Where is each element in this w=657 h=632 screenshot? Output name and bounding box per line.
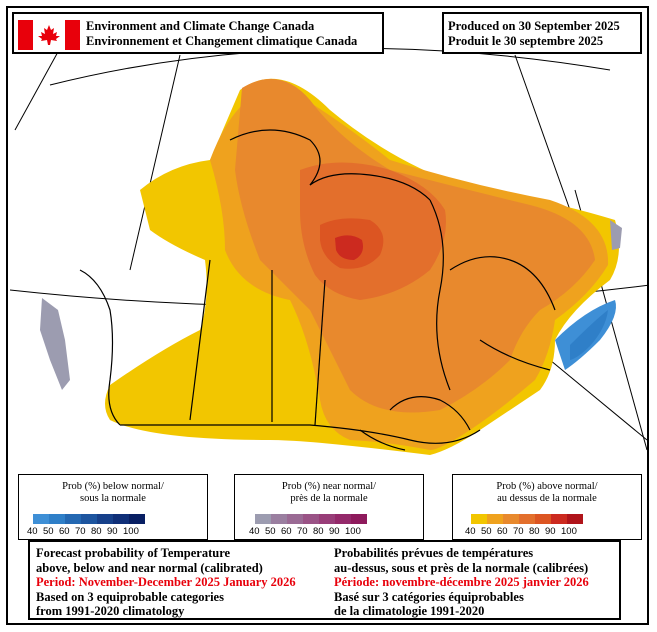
legend-tick-label: 40 bbox=[465, 526, 476, 537]
legend-near-title-en: Prob (%) near normal/ bbox=[281, 481, 377, 492]
legend-tick-label: 60 bbox=[497, 526, 508, 537]
legend-swatch bbox=[335, 514, 351, 524]
info-en-climatology: from 1991-2020 climatology bbox=[36, 604, 185, 618]
boundaries bbox=[79, 129, 556, 451]
info-fr-title: Probabilités prévues de températures bbox=[334, 546, 534, 560]
agency-name-en: Environment and Climate Change Canada bbox=[86, 19, 315, 33]
info-french: Probabilités prévues de températures au-… bbox=[334, 546, 589, 619]
legend-swatch bbox=[97, 514, 113, 524]
legend-tick-label: 50 bbox=[265, 526, 276, 537]
legend-swatch bbox=[65, 514, 81, 524]
legend-swatch bbox=[287, 514, 303, 524]
legend-below-ticks: 40 50 60 70 80 90 100 bbox=[27, 526, 139, 537]
legend-swatch bbox=[487, 514, 503, 524]
legend-swatch bbox=[471, 514, 487, 524]
legend-above-title-en: Prob (%) above normal/ bbox=[496, 481, 598, 492]
legend-tick-label: 70 bbox=[297, 526, 308, 537]
legend-tick-label: 80 bbox=[91, 526, 102, 537]
agency-header: Environment and Climate Change Canada En… bbox=[12, 12, 384, 54]
legend-above-swatches bbox=[471, 514, 583, 524]
produced-date-box: Produced on 30 September 2025 Produit le… bbox=[442, 12, 642, 54]
legend-swatch bbox=[535, 514, 551, 524]
agency-name-fr: Environnement et Changement climatique C… bbox=[86, 34, 358, 48]
legend-tick-label: 60 bbox=[59, 526, 70, 537]
info-fr-climatology: de la climatologie 1991-2020 bbox=[334, 604, 485, 618]
legend-below-title-fr: sous la normale bbox=[80, 493, 146, 504]
legend-above-normal: Prob (%) above normal/ au dessus de la n… bbox=[452, 474, 642, 540]
info-en-title: Forecast probability of Temperature bbox=[36, 546, 231, 560]
info-fr-period: Période: novembre-décembre 2025 janvier … bbox=[334, 575, 589, 589]
produced-date-en: Produced on 30 September 2025 bbox=[448, 19, 620, 33]
forecast-map bbox=[10, 29, 647, 455]
legend-tick-label: 90 bbox=[107, 526, 118, 537]
legend-below-swatches bbox=[33, 514, 145, 524]
legend-below-title-en: Prob (%) below normal/ bbox=[62, 481, 164, 492]
legend-tick-label: 40 bbox=[27, 526, 38, 537]
forecast-info-box: Forecast probability of Temperature abov… bbox=[28, 540, 621, 620]
legend-above-ticks: 40 50 60 70 80 90 100 bbox=[465, 526, 577, 537]
legend-tick-label: 50 bbox=[43, 526, 54, 537]
legend-near-normal: Prob (%) near normal/ près de la normale… bbox=[234, 474, 424, 540]
legend-tick-label: 90 bbox=[329, 526, 340, 537]
legend-tick-label: 40 bbox=[249, 526, 260, 537]
produced-date-fr: Produit le 30 septembre 2025 bbox=[448, 34, 604, 48]
legend-tick-label: 100 bbox=[123, 526, 139, 537]
legend-near-swatches bbox=[255, 514, 367, 524]
legend-near-title-fr: près de la normale bbox=[290, 493, 368, 504]
legend-swatch bbox=[551, 514, 567, 524]
legend-swatch bbox=[303, 514, 319, 524]
legend-swatch bbox=[351, 514, 367, 524]
canada-flag-icon bbox=[18, 20, 80, 50]
info-en-basis: Based on 3 equiprobable categories bbox=[36, 589, 224, 604]
info-en-subtitle: above, below and near normal (calibrated… bbox=[36, 560, 263, 575]
legend-swatch bbox=[129, 514, 145, 524]
info-en-period: Period: November-December 2025 January 2… bbox=[36, 575, 296, 589]
info-fr-basis: Basé sur 3 catégories équiprobables bbox=[334, 589, 524, 604]
legend-tick-label: 100 bbox=[561, 526, 577, 537]
legend-below-normal: Prob (%) below normal/ sous la normale 4… bbox=[18, 474, 208, 540]
info-fr-subtitle: au-dessus, sous et près de la normale (c… bbox=[334, 560, 589, 575]
region-below-50 bbox=[570, 310, 608, 360]
info-english: Forecast probability of Temperature abov… bbox=[36, 546, 296, 619]
legend-swatch bbox=[519, 514, 535, 524]
legend-tick-label: 80 bbox=[529, 526, 540, 537]
legend-swatch bbox=[503, 514, 519, 524]
region-near-40-east bbox=[610, 220, 622, 250]
region-near-40-west bbox=[40, 298, 70, 390]
legend-swatch bbox=[255, 514, 271, 524]
legend-swatch bbox=[33, 514, 49, 524]
legend-tick-label: 70 bbox=[75, 526, 86, 537]
legend-tick-label: 60 bbox=[281, 526, 292, 537]
legend-tick-label: 50 bbox=[481, 526, 492, 537]
legend-swatch bbox=[319, 514, 335, 524]
region-above-90 bbox=[335, 235, 363, 260]
legend-swatch bbox=[271, 514, 287, 524]
legend-tick-label: 100 bbox=[345, 526, 361, 537]
legend-above-title-fr: au dessus de la normale bbox=[497, 493, 597, 504]
legend-swatch bbox=[113, 514, 129, 524]
legend-swatch bbox=[49, 514, 65, 524]
legend-swatch bbox=[81, 514, 97, 524]
legend-near-ticks: 40 50 60 70 80 90 100 bbox=[249, 526, 361, 537]
legend-swatch bbox=[567, 514, 583, 524]
legend-tick-label: 90 bbox=[545, 526, 556, 537]
legend-tick-label: 70 bbox=[513, 526, 524, 537]
legend-tick-label: 80 bbox=[313, 526, 324, 537]
